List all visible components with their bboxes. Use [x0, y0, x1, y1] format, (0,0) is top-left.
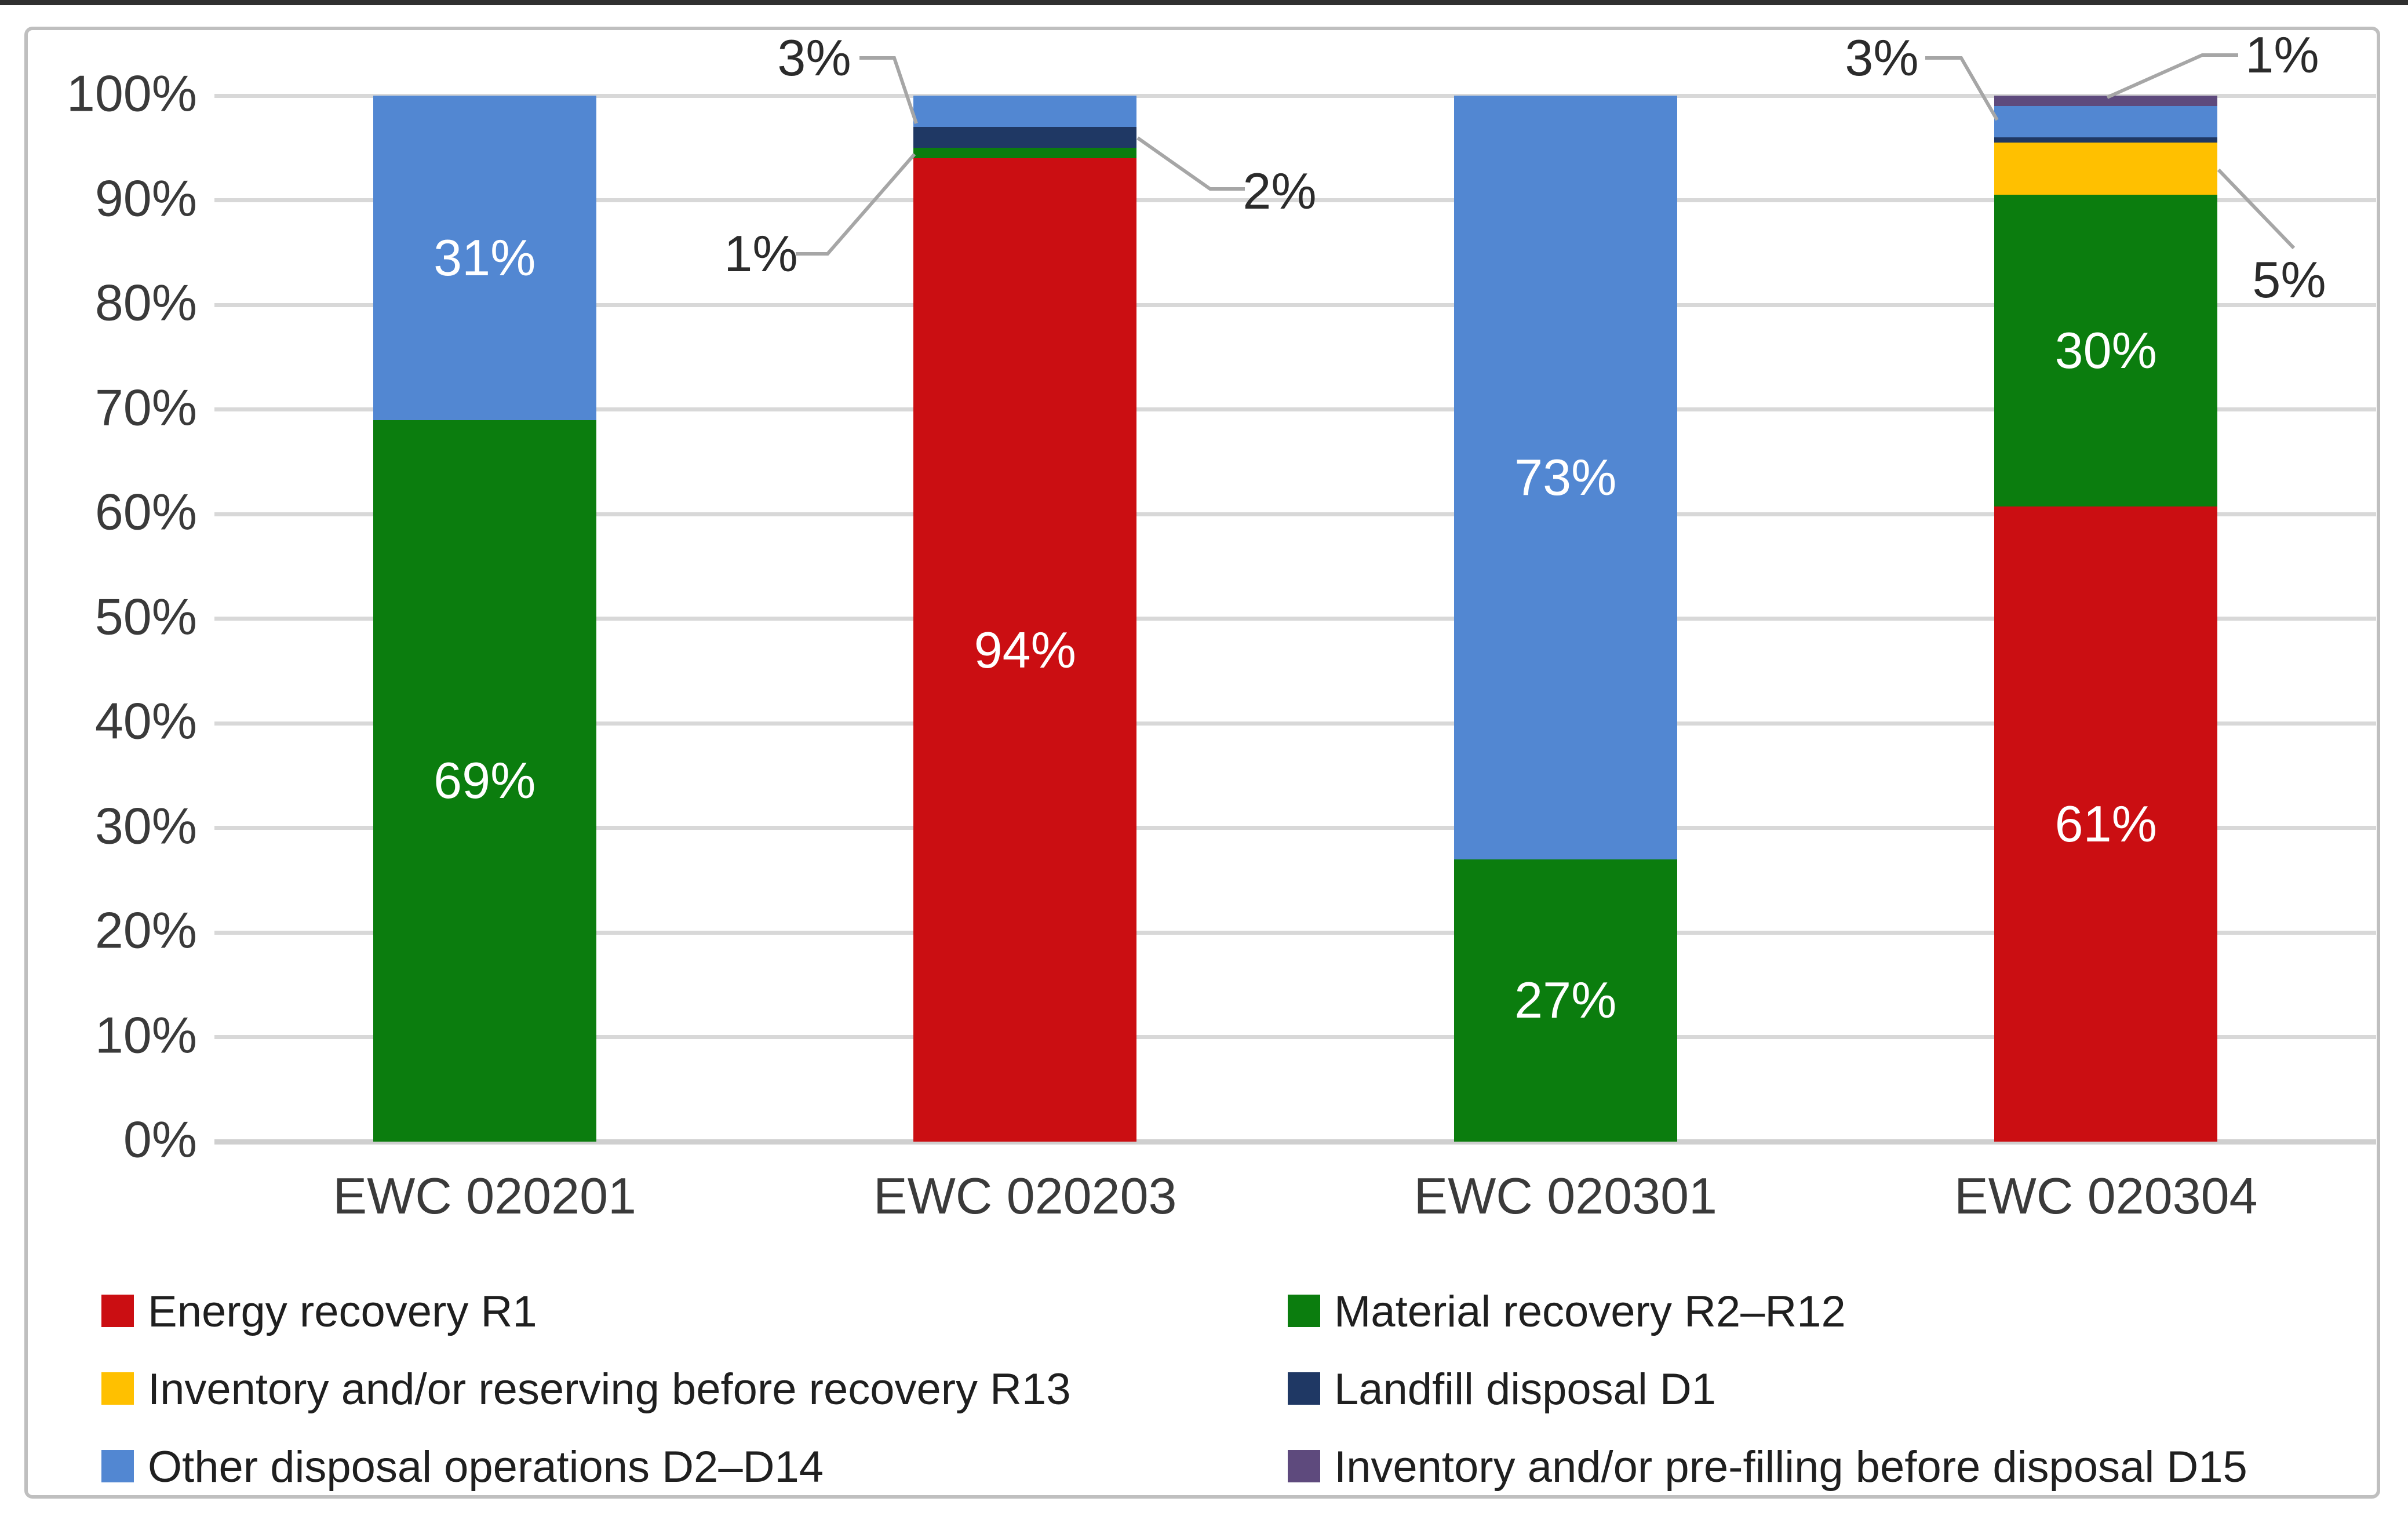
- figure-top-border: [0, 0, 2408, 5]
- bar-segment-ewc-020304-energy-recovery-r1: [1994, 506, 2218, 1142]
- bar-segment-ewc-020301-other-disposal-operations-d2-d14: [1453, 96, 1677, 859]
- bar-segment-ewc-020304-inventory-and-or-reserving-before-recovery-r13: [1994, 142, 2218, 195]
- gridline-90%: [214, 198, 2376, 202]
- legend-swatch-other-disposal-operations-d2-d14: [101, 1450, 134, 1482]
- gridline-70%: [214, 407, 2376, 411]
- legend-swatch-landfill-disposal-d1: [1288, 1372, 1320, 1405]
- legend-label-inventory-and-or-pre-filling-before-disposal-d15: Inventory and/or pre-filling before disp…: [1334, 1442, 2247, 1492]
- callout-label-ewc-020203-2%: 2%: [1243, 162, 1317, 220]
- bar-segment-ewc-020304-other-disposal-operations-d2-d14: [1994, 105, 2218, 137]
- legend-swatch-inventory-and-or-pre-filling-before-disposal-d15: [1288, 1450, 1320, 1482]
- bar-segment-ewc-020203-material-recovery-r2-r12: [913, 148, 1137, 159]
- y-tick-label-0%: 0%: [123, 1110, 197, 1168]
- bar-segment-ewc-020203-landfill-disposal-d1: [913, 127, 1137, 148]
- y-tick-label-50%: 50%: [94, 587, 197, 645]
- legend-label-landfill-disposal-d1: Landfill disposal D1: [1334, 1365, 1717, 1414]
- data-label-ewc-020301-27pct: 27%: [1514, 971, 1617, 1029]
- gridline-100%: [214, 93, 2376, 98]
- bar-segment-ewc-020301-material-recovery-r2-r12: [1453, 859, 1677, 1142]
- callout-label-ewc-020203-3%: 3%: [777, 29, 851, 86]
- y-tick-label-90%: 90%: [94, 169, 197, 227]
- gridline-10%: [214, 1035, 2376, 1039]
- x-axis-label-ewc-020301: EWC 020301: [1414, 1167, 1717, 1224]
- bar-segment-ewc-020203-energy-recovery-r1: [913, 158, 1137, 1142]
- x-axis-label-ewc-020304: EWC 020304: [1954, 1167, 2258, 1224]
- data-label-ewc-020304-61pct: 61%: [2054, 795, 2157, 853]
- data-label-ewc-020201-31pct: 31%: [433, 228, 536, 286]
- y-tick-label-30%: 30%: [94, 796, 197, 854]
- legend-label-other-disposal-operations-d2-d14: Other disposal operations D2–D14: [148, 1442, 824, 1492]
- gridline-0%: [214, 1139, 2376, 1145]
- legend-swatch-inventory-and-or-reserving-before-recovery-r13: [101, 1372, 134, 1405]
- gridline-40%: [214, 721, 2376, 726]
- data-label-ewc-020304-30pct: 30%: [2054, 322, 2157, 380]
- bar-segment-ewc-020304-landfill-disposal-d1: [1994, 137, 2218, 143]
- gridline-80%: [214, 303, 2376, 307]
- y-tick-label-100%: 100%: [66, 64, 197, 122]
- data-label-ewc-020201-69pct: 69%: [433, 752, 536, 810]
- legend-label-inventory-and-or-reserving-before-recovery-r13: Inventory and/or reserving before recove…: [148, 1365, 1071, 1414]
- y-tick-label-60%: 60%: [94, 483, 197, 541]
- gridline-60%: [214, 512, 2376, 516]
- x-axis-label-ewc-020203: EWC 020203: [873, 1167, 1177, 1224]
- bar-segment-ewc-020203-other-disposal-operations-d2-d14: [913, 96, 1137, 127]
- bar-segment-ewc-020304-inventory-and-or-pre-filling-before-disposal-d15: [1994, 96, 2218, 106]
- legend-swatch-energy-recovery-r1: [101, 1295, 134, 1327]
- legend-label-material-recovery-r2-r12: Material recovery R2–R12: [1334, 1287, 1846, 1336]
- y-tick-label-70%: 70%: [94, 378, 197, 436]
- y-tick-label-20%: 20%: [94, 901, 197, 959]
- gridline-30%: [214, 826, 2376, 830]
- callout-label-ewc-020304-5%: 5%: [2252, 251, 2326, 308]
- legend-label-energy-recovery-r1: Energy recovery R1: [148, 1287, 537, 1336]
- callout-label-ewc-020304-3%: 3%: [1845, 29, 1919, 86]
- bar-segment-ewc-020201-other-disposal-operations-d2-d14: [373, 96, 596, 420]
- callout-label-ewc-020203-1%: 1%: [724, 225, 798, 282]
- x-axis-label-ewc-020201: EWC 020201: [333, 1167, 636, 1224]
- gridline-50%: [214, 617, 2376, 621]
- gridline-20%: [214, 930, 2376, 935]
- y-tick-label-10%: 10%: [94, 1005, 197, 1063]
- y-tick-label-80%: 80%: [94, 274, 197, 331]
- data-label-ewc-020301-73pct: 73%: [1514, 448, 1617, 506]
- legend-swatch-material-recovery-r2-r12: [1288, 1295, 1320, 1327]
- data-label-ewc-020203-94pct: 94%: [974, 621, 1076, 679]
- y-tick-label-40%: 40%: [94, 692, 197, 750]
- bar-segment-ewc-020304-material-recovery-r2-r12: [1994, 194, 2218, 507]
- callout-label-ewc-020304-1%: 1%: [2245, 26, 2319, 83]
- bar-segment-ewc-020201-material-recovery-r2-r12: [373, 420, 596, 1142]
